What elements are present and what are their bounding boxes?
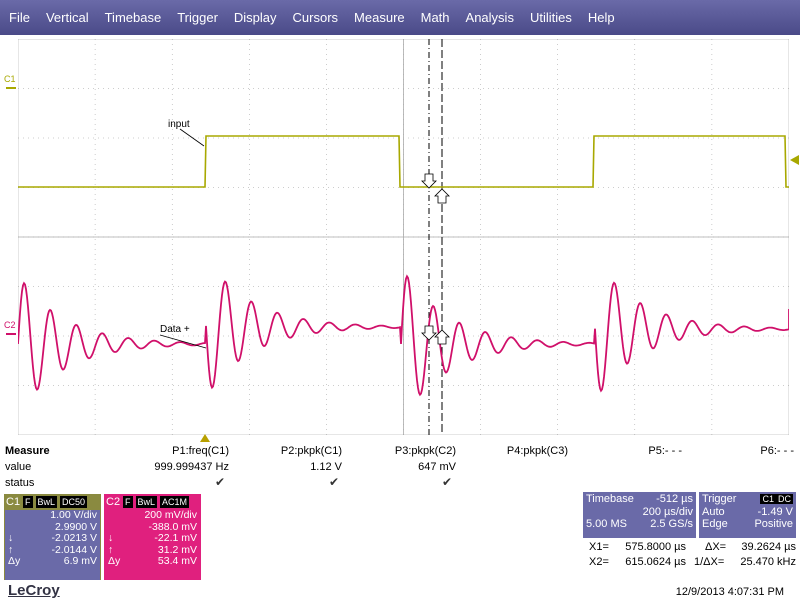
menu-item-file[interactable]: File: [9, 10, 30, 25]
c2-tag-bwl: BwL: [135, 496, 158, 508]
measure-table: Measure value status P1:freq(C1) 999.999…: [0, 443, 800, 493]
menu-item-measure[interactable]: Measure: [354, 10, 405, 25]
c2-tag-coupling: AC1M: [160, 496, 190, 508]
cursor-x1-marker-c2: [421, 325, 437, 341]
menu-item-display[interactable]: Display: [233, 10, 277, 25]
trigger-level: -1.49 V: [757, 506, 793, 518]
c2-tag-f: F: [123, 496, 133, 508]
measure-p1-name[interactable]: P1:freq(C1): [172, 445, 229, 457]
cursor-inv-dx-value: 25.470 kHz: [740, 556, 796, 568]
measure-p3-status-icon: ✔: [442, 475, 453, 489]
measure-p2-status-icon: ✔: [329, 475, 340, 489]
c2-row: 200 mV/div: [105, 509, 200, 522]
timebase-rate: 2.5 GS/s: [650, 518, 693, 530]
c2-vdiv: 200 mV/div: [144, 509, 197, 521]
c1-box-label: C1: [6, 496, 21, 508]
c1-row: ↑ -2.0144 V: [8, 543, 97, 556]
measure-p3-value: 647 mV: [418, 461, 456, 473]
cursor-down-icon: ↓: [8, 532, 14, 544]
waveform-display[interactable]: input Data +: [18, 39, 789, 435]
c1-tag-bwl: BwL: [35, 496, 58, 508]
cursor-dx-label: ΔX=: [705, 541, 727, 553]
trigger-slope: Positive: [754, 518, 793, 530]
graticule: [18, 39, 789, 435]
timebase-samples: 5.00 MS: [586, 518, 627, 530]
trigger-source-tag: C1: [760, 494, 776, 504]
cursor-x1-marker-c1: [421, 173, 437, 189]
c1-vdiv: 1.00 V/div: [50, 509, 97, 521]
c1-trace-label: input: [168, 119, 190, 130]
c1-offset-tick: [6, 87, 16, 89]
trigger-type: Edge: [702, 518, 728, 530]
menu-item-utilities[interactable]: Utilities: [529, 10, 572, 25]
cursor-x1-label: X1=: [589, 541, 609, 553]
timebase-delay: -512 µs: [656, 493, 693, 505]
timebase-div: 200 µs/div: [642, 506, 693, 518]
timebase-label: Timebase: [586, 493, 634, 505]
cursor-up-icon: ↑: [8, 543, 14, 556]
c1-offset: 2.9900 V: [54, 520, 97, 533]
trigger-coupling-tag: DC: [776, 494, 793, 504]
c1-descriptor-box[interactable]: C1 F BwL DC50 1.00 V/div 2.9900 V ↓ -2.02…: [4, 494, 101, 580]
menu-item-cursors[interactable]: Cursors: [292, 10, 339, 25]
cursor-x2-marker-c2: [434, 329, 450, 345]
c2-box-label: C2: [106, 496, 121, 508]
c2-row: Δy 53.4 mV: [108, 555, 197, 567]
measure-p2-value: 1.12 V: [310, 461, 342, 473]
timebase-box[interactable]: Timebase -512 µs 200 µs/div 5.00 MS 2.5 …: [583, 492, 696, 538]
menu-item-math[interactable]: Math: [420, 10, 450, 25]
measure-p2-name[interactable]: P2:pkpk(C1): [280, 445, 342, 457]
c1-trace: [18, 135, 789, 188]
menu-item-timebase[interactable]: Timebase: [104, 10, 162, 25]
measure-p6-name[interactable]: P6:- - -: [760, 445, 794, 457]
trigger-level-marker[interactable]: [790, 155, 799, 165]
cursor-down-icon: ↓: [108, 532, 114, 544]
menu-item-analysis[interactable]: Analysis: [465, 10, 514, 25]
measure-p1-status-icon: ✔: [215, 475, 226, 489]
trigger-mode: Auto: [702, 506, 725, 518]
measure-p4-name[interactable]: P4:pkpk(C3): [506, 445, 568, 457]
c2-trace: [18, 274, 789, 397]
c1-row: 2.9900 V: [5, 520, 100, 534]
cursor-inv-dx-label: 1/ΔX=: [694, 556, 725, 568]
c2-offset: -388.0 mV: [148, 520, 197, 533]
c2-offset-tick: [6, 333, 16, 335]
cursor-x2-label: X2=: [589, 556, 609, 568]
cursor-x2-marker-c1: [434, 188, 450, 204]
c1-row: 1.00 V/div: [5, 509, 100, 522]
c2-row: ↓ -22.1 mV: [108, 532, 197, 544]
trigger-position-marker[interactable]: [200, 434, 210, 442]
menu-item-help[interactable]: Help: [587, 10, 615, 25]
c2-row: -388.0 mV: [105, 520, 200, 534]
cursor-x2-value: 615.0624 µs: [625, 556, 686, 568]
timestamp: 12/9/2013 4:07:31 PM: [675, 586, 784, 598]
trigger-box[interactable]: Trigger C1 DC Auto -1.49 V Edge Positive: [699, 492, 796, 538]
measure-p3-name[interactable]: P3:pkpk(C2): [394, 445, 456, 457]
measure-row-status-label: status: [5, 477, 35, 489]
brand-logo: LeCroy: [8, 582, 60, 599]
trigger-label: Trigger: [702, 493, 737, 505]
c2-descriptor-box[interactable]: C2 F BwL AC1M 200 mV/div -388.0 mV ↓ -22.…: [104, 494, 201, 580]
menu-item-trigger[interactable]: Trigger: [177, 10, 218, 25]
cursor-dx-value: 39.2624 µs: [741, 541, 796, 553]
cursor-x1-value: 575.8000 µs: [625, 541, 686, 553]
c1-ground-marker[interactable]: C1: [4, 74, 16, 84]
c1-row: Δy 6.9 mV: [8, 555, 97, 567]
measure-p5-name[interactable]: P5:- - -: [648, 445, 682, 457]
menu-bar: File Vertical Timebase Trigger Display Cursor…: [0, 0, 800, 35]
c1-tag-f: F: [23, 496, 33, 508]
c2-row: ↑ 31.2 mV: [108, 543, 197, 556]
measure-p1-value: 999.999437 Hz: [154, 461, 229, 473]
measure-row-value-label: value: [5, 461, 32, 473]
c2-ground-marker[interactable]: C2: [4, 320, 16, 330]
c1-row: ↓ -2.0213 V: [8, 532, 97, 544]
measure-title: Measure: [5, 445, 50, 457]
c1-tag-coupling: DC50: [60, 496, 88, 508]
cursor-up-icon: ↑: [108, 543, 114, 556]
menu-item-vertical[interactable]: Vertical: [45, 10, 89, 25]
c2-trace-label: Data +: [160, 324, 190, 335]
